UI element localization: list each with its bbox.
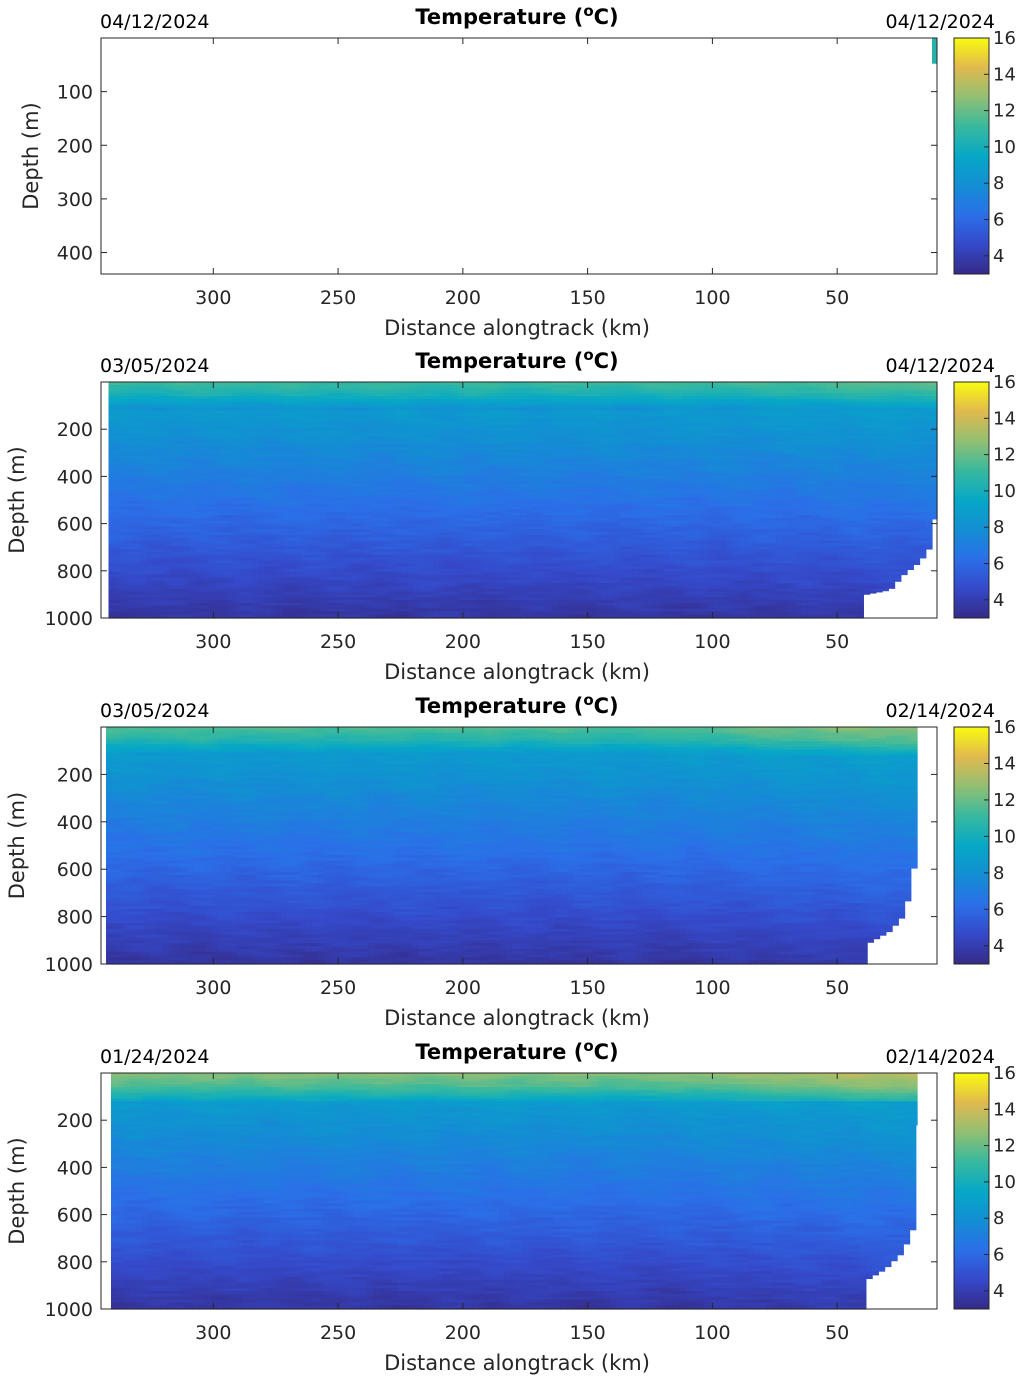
colorbar-tick-label: 6 bbox=[993, 210, 1004, 231]
colorbar-tick-label: 12 bbox=[993, 101, 1016, 122]
temperature-panel-1: 300 250 200 150 100 50 100 200 300 400 Distance al… bbox=[19, 2, 1016, 340]
x-tick-label: 250 bbox=[320, 287, 356, 309]
colorbar-tick-label: 16 bbox=[993, 28, 1016, 49]
start-date-label: 04/12/2024 bbox=[100, 11, 210, 33]
y-tick-label: 300 bbox=[57, 189, 93, 211]
temperature-field bbox=[108, 382, 937, 619]
end-date-label: 04/12/2024 bbox=[885, 11, 995, 33]
x-axis-label: Distance alongtrack (km) bbox=[384, 316, 650, 340]
temperature-panel-2: 300 250 200 150 100 502004006008001000Distanc… bbox=[5, 346, 1016, 684]
colorbar-tick-label: 4 bbox=[993, 246, 1004, 267]
colorbar-tick-label: 8 bbox=[993, 173, 1004, 194]
y-tick-label: 400 bbox=[57, 243, 93, 265]
x-tick-label: 150 bbox=[569, 287, 605, 309]
colorbar-gradient bbox=[954, 38, 989, 274]
x-tick-label: 50 bbox=[825, 287, 849, 309]
y-tick-label: 100 bbox=[57, 82, 93, 104]
x-tick-label: 300 bbox=[195, 287, 231, 309]
x-tick-label: 100 bbox=[694, 287, 730, 309]
chart-title: Temperature (oC) bbox=[415, 2, 618, 29]
colorbar-tick-label: 10 bbox=[993, 137, 1016, 158]
x-tick-label: 200 bbox=[445, 287, 481, 309]
colorbar: 4 6 8 10 12 14 16 bbox=[954, 28, 1016, 274]
axes-frame bbox=[101, 38, 937, 274]
y-axis-label: Depth (m) bbox=[19, 102, 43, 209]
figure: 300 250 200 150 100 50 100 200 300 400 Distance al… bbox=[0, 0, 1024, 1376]
colorbar-tick-label: 14 bbox=[993, 64, 1016, 85]
temperature-field bbox=[932, 38, 937, 64]
temperature-cell bbox=[932, 38, 937, 64]
figure-svg: 300 250 200 150 100 50 100 200 300 400 Distance al… bbox=[0, 0, 1024, 1376]
y-tick-label: 200 bbox=[57, 135, 93, 157]
